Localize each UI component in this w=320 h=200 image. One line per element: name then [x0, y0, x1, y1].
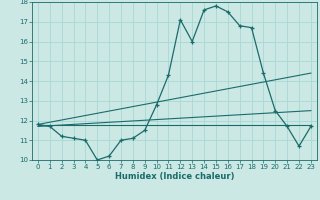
X-axis label: Humidex (Indice chaleur): Humidex (Indice chaleur): [115, 172, 234, 181]
